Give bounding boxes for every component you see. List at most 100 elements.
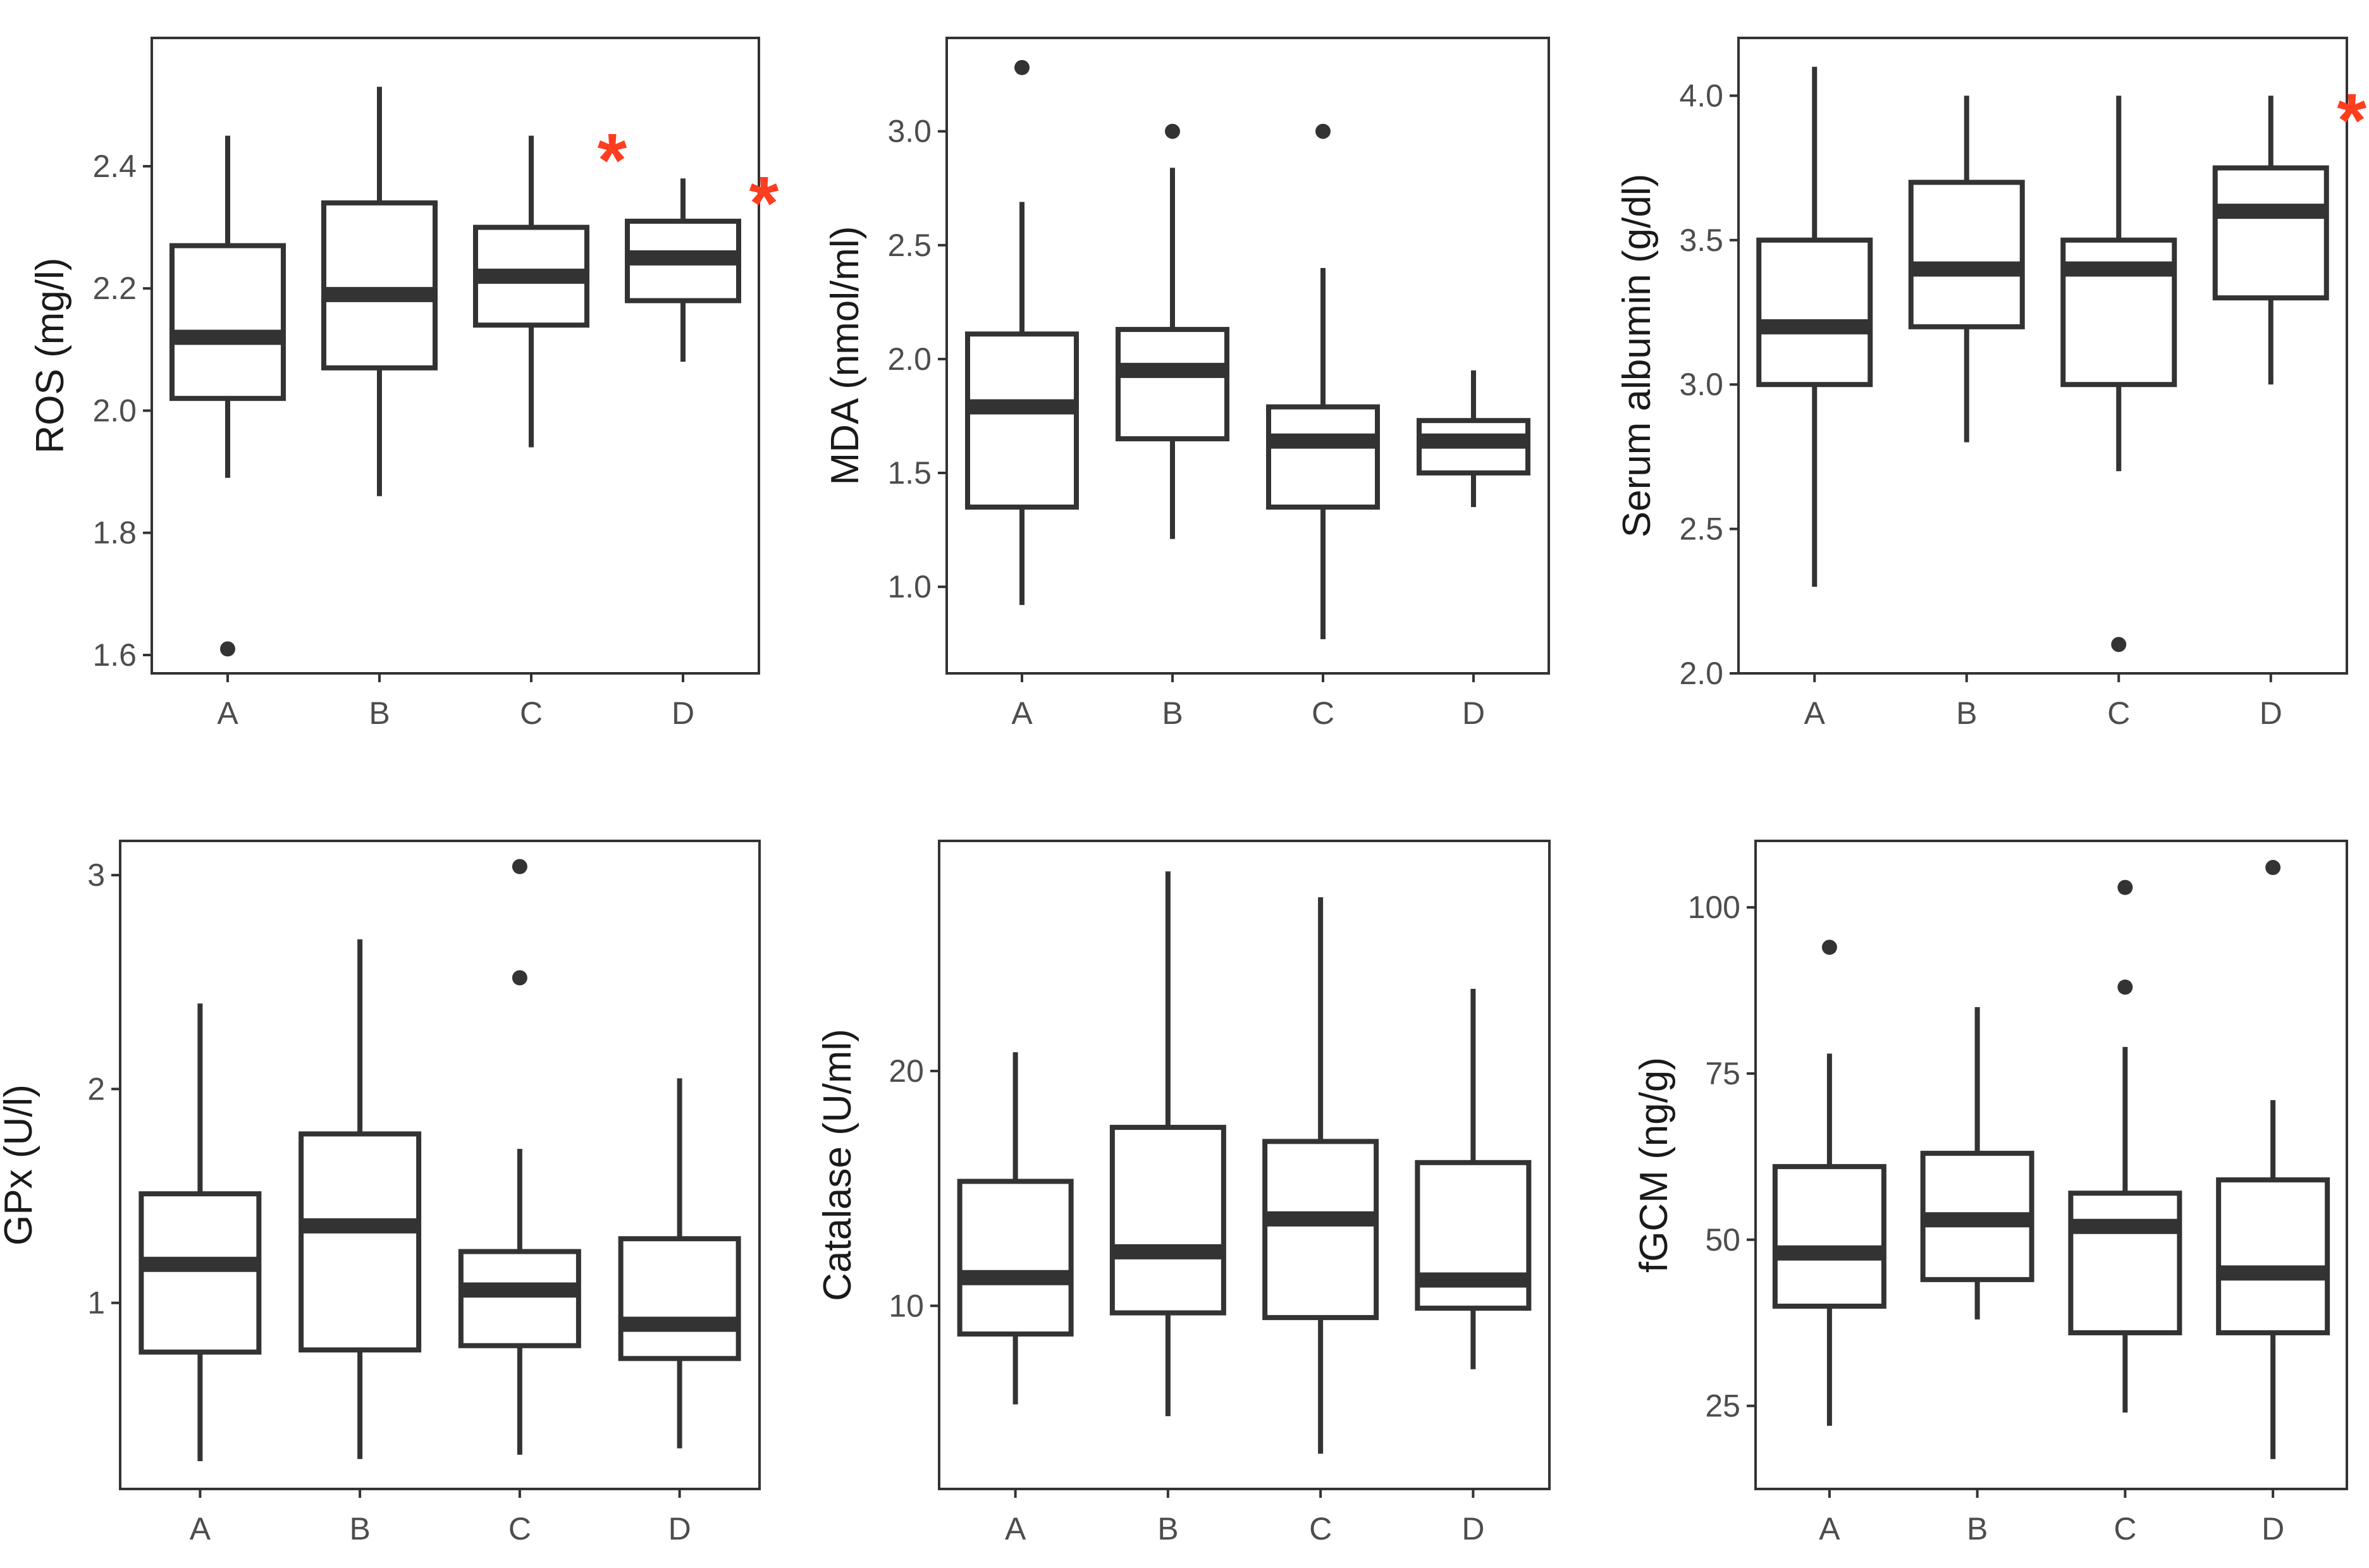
y-tick-label: 2.5: [887, 228, 932, 263]
y-tick-label: 3: [87, 857, 105, 893]
x-tick-label: D: [2261, 1511, 2284, 1547]
x-tick-label: D: [668, 1511, 691, 1547]
x-tick-label: A: [1804, 695, 1826, 731]
box-A: [965, 59, 1079, 605]
box-A: [1772, 940, 1886, 1426]
box-D: [1415, 988, 1532, 1369]
iqr-box: [1908, 180, 2025, 329]
box-B: [1116, 123, 1229, 539]
panel-frame: [945, 37, 1550, 675]
box-B: [298, 939, 422, 1459]
outlier-point: [512, 859, 527, 874]
y-tick-label: 75: [1705, 1056, 1740, 1091]
outlier-point: [1014, 59, 1030, 75]
x-tick-label: A: [1819, 1511, 1840, 1547]
panel-1: 1.6 1.8 2.0 2.2 2.4 A B C D ROS (mg/l) * *: [28, 37, 779, 731]
significance-asterisk: *: [598, 118, 627, 203]
outlier-point: [2117, 879, 2133, 895]
box-C: [1266, 123, 1380, 639]
box-A: [138, 1003, 262, 1462]
outlier-point: [2111, 637, 2127, 652]
y-axis-title: Serum albumin (g/dl): [1615, 174, 1659, 537]
y-tick-label: 20: [889, 1053, 924, 1089]
outlier-point: [512, 970, 527, 986]
x-tick-label: B: [1956, 695, 1977, 731]
x-tick-label: A: [217, 695, 238, 731]
y-tick-label: 50: [1705, 1222, 1740, 1258]
significance-asterisk: *: [749, 161, 779, 245]
box-D: [618, 1078, 741, 1449]
x-tick-label: D: [1462, 695, 1485, 731]
box-C: *: [473, 118, 627, 448]
y-tick-label: 2.0: [92, 393, 137, 428]
box-A: [169, 135, 286, 657]
x-tick-label: B: [1967, 1511, 1988, 1547]
box-B: [1920, 1007, 2034, 1320]
box-D: *: [2212, 78, 2366, 385]
iqr-box: [1116, 327, 1229, 441]
x-tick-label: C: [520, 695, 543, 731]
box-C: [2068, 879, 2182, 1413]
box-C: [1262, 897, 1379, 1454]
outlier-point: [2117, 979, 2133, 995]
iqr-box: [169, 243, 286, 401]
x-tick-label: D: [1461, 1511, 1484, 1547]
iqr-box: [965, 331, 1079, 510]
x-tick-label: A: [190, 1511, 211, 1547]
y-tick-label: 100: [1688, 890, 1740, 925]
panel-4: 1 2 3 A B C D GPx (U/l): [0, 840, 761, 1547]
iqr-box: [321, 200, 438, 371]
panel-frame: [1754, 840, 2348, 1490]
x-tick-label: C: [2114, 1511, 2136, 1547]
panel-frame: [119, 840, 761, 1490]
outlier-point: [1165, 123, 1180, 139]
iqr-box: [458, 1249, 581, 1349]
x-tick-label: C: [1312, 695, 1334, 731]
y-tick-label: 3.0: [1679, 367, 1723, 402]
iqr-box: [618, 1236, 741, 1361]
box-D: *: [625, 161, 779, 362]
x-tick-label: B: [369, 695, 390, 731]
y-axis-title: fGCM (ng/g): [1632, 1057, 1676, 1273]
panel-frame: [938, 840, 1551, 1490]
y-tick-label: 2.4: [92, 149, 137, 184]
x-tick-label: A: [1005, 1511, 1026, 1547]
outlier-point: [1821, 940, 1837, 955]
x-tick-label: B: [1157, 1511, 1178, 1547]
box-A: [1756, 66, 1873, 587]
y-tick-label: 2.2: [92, 271, 137, 306]
x-tick-label: D: [2260, 695, 2282, 731]
iqr-box: [1109, 1125, 1226, 1316]
outlier-point: [220, 641, 235, 657]
box-A: [957, 1052, 1074, 1405]
box-D: [2216, 860, 2330, 1459]
panel-frame: [1737, 37, 2348, 675]
y-tick-label: 10: [889, 1288, 924, 1323]
significance-asterisk: *: [2337, 78, 2366, 162]
y-tick-label: 1.6: [92, 637, 137, 673]
box-C: [458, 859, 581, 1455]
x-tick-label: B: [349, 1511, 370, 1547]
y-axis-title: Catalase (U/ml): [816, 1029, 859, 1301]
iqr-box: [957, 1179, 1074, 1337]
iqr-box: [298, 1131, 422, 1353]
panel-5: 10 20 A B C D Catalase (U/ml): [816, 840, 1551, 1547]
iqr-box: [2216, 1177, 2330, 1335]
y-tick-label: 3.0: [887, 114, 932, 149]
y-tick-label: 1.8: [92, 515, 137, 551]
x-tick-label: D: [672, 695, 694, 731]
box-C: [2060, 95, 2177, 652]
panel-3: 2.0 2.5 3.0 3.5 4.0 A B C D Serum albumin (g/dl) *: [1615, 37, 2366, 731]
iqr-box: [1756, 237, 1873, 388]
outlier-point: [1315, 123, 1331, 139]
y-tick-label: 1: [87, 1285, 105, 1321]
y-tick-label: 1.5: [887, 455, 932, 491]
iqr-box: [1266, 404, 1380, 510]
iqr-box: [2068, 1191, 2182, 1335]
panel-2: 1.0 1.5 2.0 2.5 3.0 A B C D MDA (nmol/ml): [823, 37, 1550, 731]
x-tick-label: C: [2107, 695, 2130, 731]
y-tick-label: 2.5: [1679, 511, 1723, 547]
y-tick-label: 2: [87, 1071, 105, 1106]
y-tick-label: 2.0: [887, 341, 932, 377]
